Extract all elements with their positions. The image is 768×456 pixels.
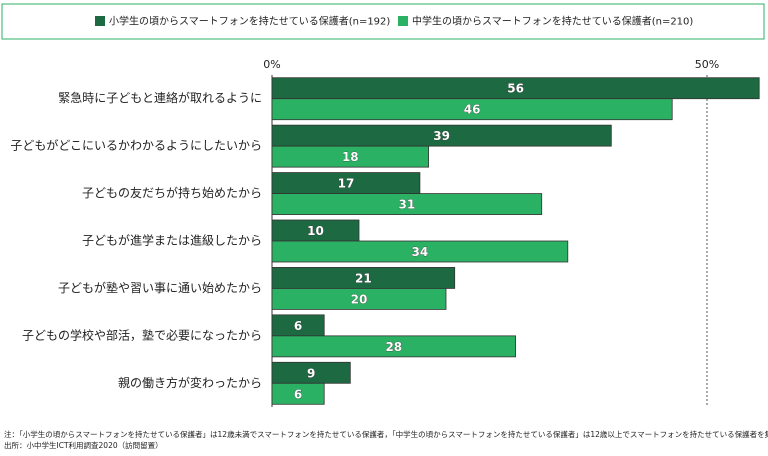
legend-swatch <box>95 16 105 26</box>
bar <box>271 240 569 263</box>
source: 出所：小中学生ICT利用調査2020（訪問留置） <box>4 440 163 450</box>
value-label: 20 <box>351 292 368 306</box>
bar <box>271 98 673 121</box>
x-tick-label: 0% <box>263 58 280 71</box>
category-label: 緊急時に子どもと連絡が取れるように <box>58 90 262 105</box>
value-label: 28 <box>385 340 402 354</box>
legend-box <box>1 3 765 40</box>
category-label: 子どもがどこにいるかわかるようにしたいから <box>10 138 262 153</box>
bar <box>271 124 612 147</box>
note: 注：「小学生の頃からスマートフォンを持たせている保護者」は12歳未満でスマートフ… <box>4 429 768 439</box>
bar <box>271 382 325 405</box>
value-label: 56 <box>507 82 524 96</box>
bar <box>271 335 517 358</box>
value-label: 17 <box>338 177 355 191</box>
value-label: 6 <box>294 319 302 333</box>
legend-label: 小学生の頃からスマートフォンを持たせている保護者(n=192) <box>109 15 390 28</box>
category-label: 子どもが進学または進級したから <box>82 233 262 248</box>
bar <box>271 193 543 215</box>
value-label: 9 <box>307 366 315 380</box>
legend-swatch <box>398 16 408 26</box>
value-label: 21 <box>355 271 372 285</box>
bar <box>271 288 447 310</box>
value-label: 10 <box>307 224 324 238</box>
category-label: 子どもが塾や習い事に通い始めたから <box>58 280 262 295</box>
value-label: 6 <box>294 387 302 401</box>
value-label: 18 <box>342 150 359 164</box>
value-label: 31 <box>398 198 415 212</box>
category-label: 親の働き方が変わったから <box>118 375 262 390</box>
legend-label: 中学生の頃からスマートフォンを持たせている保護者(n=210) <box>412 15 693 28</box>
category-label: 子どもの友だちが持ち始めたから <box>82 185 262 200</box>
value-label: 39 <box>433 129 450 143</box>
bar <box>271 145 430 168</box>
value-label: 34 <box>412 245 429 259</box>
category-label: 子どもの学校や部活，塾で必要になったから <box>22 327 262 342</box>
value-label: 46 <box>464 103 481 117</box>
x-tick-label: 50% <box>695 58 719 71</box>
